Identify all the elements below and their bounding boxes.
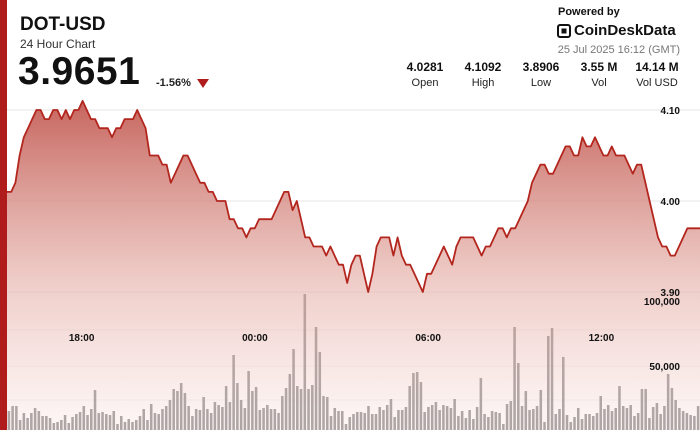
- stats-panel: 4.0281 Open 4.1092 High 3.8906 Low 3.55 …: [396, 60, 686, 89]
- asset-title: DOT-USD: [20, 14, 106, 35]
- coindesk-icon: [557, 23, 571, 38]
- current-price: 3.9651: [18, 50, 141, 93]
- brand-logo: CoinDeskData: [557, 22, 676, 39]
- chart-subtitle: 24 Hour Chart: [20, 37, 96, 51]
- stat-label: Open: [411, 77, 439, 89]
- stat-vol: 3.55 M Vol: [570, 60, 628, 89]
- stat-low: 3.8906 Low: [512, 60, 570, 89]
- accent-bar: [0, 0, 7, 430]
- stat-value: 3.55 M: [580, 60, 618, 74]
- price-area-fill: [7, 100, 700, 430]
- price-change: -1.56%: [156, 77, 191, 89]
- stat-value: 3.8906: [522, 60, 560, 74]
- brand-name: CoinDeskData: [574, 22, 676, 39]
- price-series-line: [7, 100, 700, 293]
- stat-label: Low: [530, 77, 552, 89]
- stat-value: 4.0281: [406, 60, 444, 74]
- x-tick-label: 18:00: [69, 333, 95, 344]
- stat-high: 4.1092 High: [454, 60, 512, 89]
- x-tick-label: 12:00: [589, 333, 615, 344]
- volume-tick-label: 50,000: [649, 362, 680, 373]
- stat-vol-usd: 14.14 M Vol USD: [628, 60, 686, 89]
- y-tick-label: 4.00: [661, 197, 681, 208]
- stat-value: 14.14 M: [635, 60, 679, 74]
- stat-label: Vol USD: [636, 77, 678, 89]
- stat-open: 4.0281 Open: [396, 60, 454, 89]
- stat-label: High: [471, 77, 495, 89]
- powered-by-label: Powered by: [558, 6, 620, 18]
- price-area: [7, 100, 700, 430]
- down-arrow-icon: [197, 79, 209, 88]
- y-tick-label: 4.10: [661, 106, 681, 117]
- timestamp: 25 Jul 2025 16:12 (GMT): [557, 44, 680, 56]
- volume-tick-label: 100,000: [644, 297, 681, 308]
- price-line: [7, 100, 700, 293]
- x-tick-label: 06:00: [415, 333, 441, 344]
- x-tick-label: 00:00: [242, 333, 268, 344]
- stat-value: 4.1092: [464, 60, 502, 74]
- stat-label: Vol: [591, 77, 607, 89]
- y-tick-label: 3.90: [661, 288, 681, 299]
